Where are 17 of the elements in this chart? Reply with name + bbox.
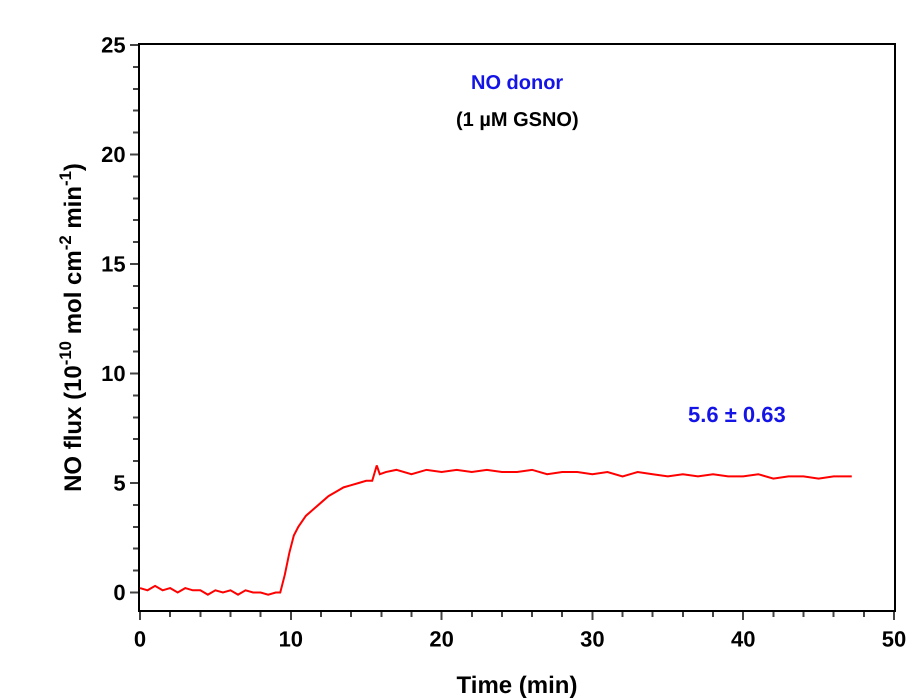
y-tick-label: 0 — [113, 580, 126, 606]
y-tick-label: 20 — [101, 142, 126, 168]
x-tick-label: 0 — [134, 626, 146, 652]
x-tick-label: 50 — [882, 626, 906, 652]
x-tick-label: 40 — [730, 626, 756, 652]
annotation: NO donor — [471, 72, 564, 94]
annotation: (1 µM GSNO) — [456, 109, 579, 131]
y-tick-label: 25 — [101, 32, 126, 58]
annotation: 5.6 ± 0.63 — [688, 402, 786, 427]
y-tick-label: 5 — [113, 470, 126, 496]
x-tick-label: 20 — [429, 626, 454, 652]
x-tick-label: 10 — [278, 626, 304, 652]
x-axis-title: Time (min) — [456, 672, 578, 699]
y-tick-label: 10 — [101, 361, 126, 386]
x-tick-label: 30 — [580, 626, 605, 652]
line-series — [140, 464, 853, 596]
y-tick-label: 15 — [101, 252, 126, 277]
